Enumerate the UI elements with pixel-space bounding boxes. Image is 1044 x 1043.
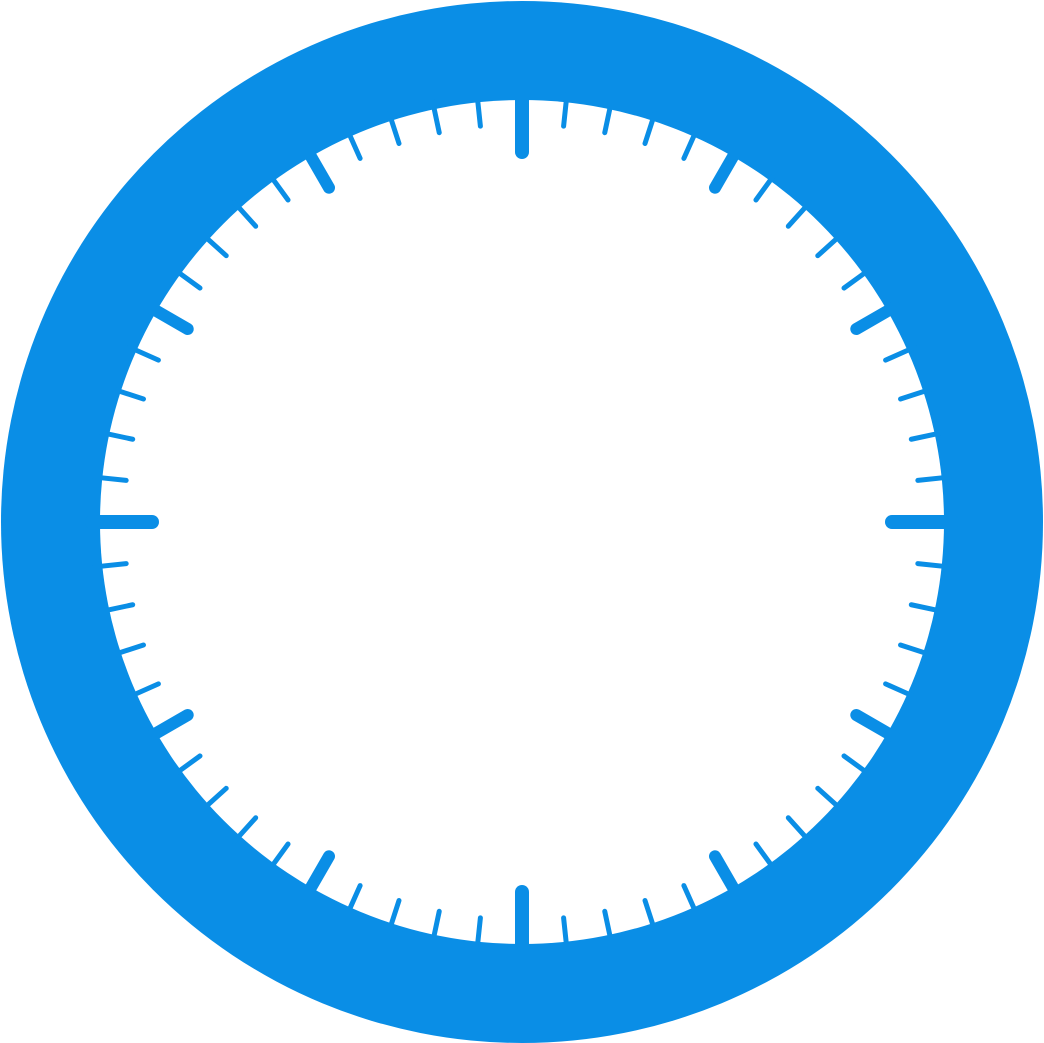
minute-tick	[344, 126, 363, 161]
five-minute-tick	[143, 709, 194, 743]
five-minute-tick	[709, 850, 743, 901]
minute-tick	[266, 171, 291, 203]
minute-tick	[98, 430, 136, 442]
minute-tick	[898, 642, 934, 658]
five-minute-tick	[850, 301, 901, 335]
minute-tick	[883, 681, 918, 700]
five-minute-tick	[709, 143, 743, 194]
minute-tick	[386, 898, 402, 934]
minute-tick	[110, 386, 146, 402]
minute-tick	[785, 199, 813, 229]
minute-tick	[815, 785, 845, 813]
clock-dial	[100, 100, 944, 944]
five-minute-tick	[143, 301, 194, 335]
minute-tick	[883, 344, 918, 363]
minute-tick	[785, 815, 813, 845]
minute-tick	[841, 266, 873, 291]
minute-tick	[430, 908, 442, 946]
minute-tick	[171, 753, 203, 778]
minute-tick	[110, 642, 146, 658]
minute-tick	[915, 474, 953, 483]
minute-tick	[386, 110, 402, 146]
minute-tick	[602, 908, 614, 946]
minute-tick	[841, 753, 873, 778]
minute-tick	[171, 266, 203, 291]
minute-tick	[231, 199, 259, 229]
minute-tick	[430, 98, 442, 136]
minute-tick	[91, 474, 129, 483]
minute-tick	[474, 91, 483, 129]
minute-tick	[199, 785, 229, 813]
minute-tick	[266, 841, 291, 873]
minute-tick	[681, 883, 700, 918]
five-minute-tick	[850, 709, 901, 743]
minute-tick	[91, 561, 129, 570]
minute-tick	[753, 841, 778, 873]
minute-tick	[199, 231, 229, 259]
minute-tick	[126, 681, 161, 700]
minute-tick	[815, 231, 845, 259]
tick-marks	[85, 85, 959, 959]
minute-tick	[915, 561, 953, 570]
minute-tick	[602, 98, 614, 136]
five-minute-tick	[301, 143, 335, 194]
minute-tick	[642, 110, 658, 146]
minute-tick	[126, 344, 161, 363]
minute-tick	[98, 602, 136, 614]
minute-tick	[344, 883, 363, 918]
minute-tick	[561, 915, 570, 953]
minute-tick	[898, 386, 934, 402]
minute-tick	[753, 171, 778, 203]
minute-tick	[642, 898, 658, 934]
minute-tick	[231, 815, 259, 845]
minute-tick	[561, 91, 570, 129]
five-minute-tick	[301, 850, 335, 901]
minute-tick	[474, 915, 483, 953]
minute-tick	[908, 430, 946, 442]
minute-tick	[681, 126, 700, 161]
minute-tick	[908, 602, 946, 614]
